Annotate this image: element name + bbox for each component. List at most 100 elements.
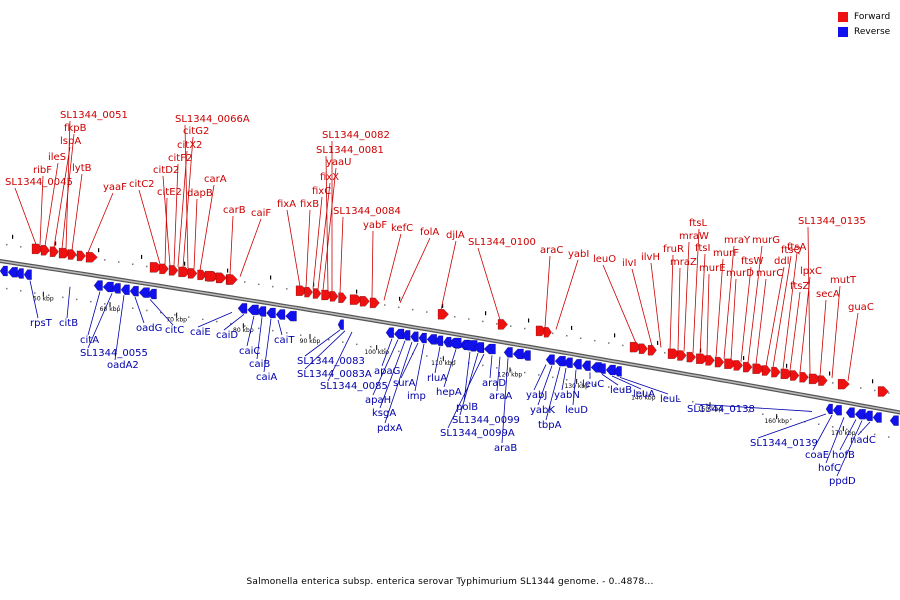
forward-gene-label: ftsW [741,256,763,267]
forward-label-leader [699,253,706,355]
reverse-label-leader [496,356,501,392]
forward-gene-label: ilvI [622,258,636,269]
forward-guide-dot [860,387,862,389]
marker-tick [743,356,745,361]
reverse-guide-dot [874,433,876,436]
reverse-gene-arrow [572,359,582,370]
reverse-guide-dot [104,303,106,305]
forward-label-leader [138,189,161,265]
reverse-guide-dot [160,311,162,314]
forward-gene-label: fruR [663,244,684,255]
forward-gene-arrow [338,292,347,303]
forward-gene-label: SL1344_0084 [333,206,401,217]
reverse-gene-arrow [563,357,573,368]
forward-gene-label: fixB [300,199,319,210]
forward-gene-label: ftsQ [781,245,801,256]
forward-label-leader [847,312,859,382]
reverse-guide-dot [636,391,638,393]
reverse-guide-dot [482,364,484,367]
forward-gene-label: fixX [320,172,339,183]
reverse-guide-dot [888,436,890,438]
forward-label-leader [723,245,735,359]
forward-label-leader [317,182,331,290]
forward-label-leader [669,254,674,350]
scale-tick [776,414,778,420]
forward-gene-label: yabF [363,220,387,231]
forward-label-leader [162,175,171,266]
reverse-gene-label: caiC [239,346,260,357]
reverse-gene-arrow [247,304,259,316]
reverse-gene-label: hepA [436,387,462,398]
reverse-gene-arrow [93,280,103,291]
forward-gene-label: citC2 [129,179,155,190]
reverse-gene-label: yabN [554,390,580,401]
forward-gene-arrow [808,373,822,385]
reverse-gene-label: araB [494,443,517,454]
marker-tick [98,248,100,253]
reverse-label-leader [533,364,547,391]
forward-label-leader [65,120,71,250]
reverse-label-leader [489,355,493,379]
forward-gene-arrow [733,360,744,371]
reverse-swatch [838,26,848,37]
reverse-guide-dot [384,348,386,350]
forward-gene-label: fixA [277,199,296,210]
reverse-gene-arrow [138,287,150,298]
forward-gene-arrow [204,270,219,282]
forward-gene-label: ribF [33,165,52,176]
reverse-label-leader [87,293,113,349]
reverse-gene-arrow [23,269,32,280]
reverse-gene-arrow [863,410,873,422]
reverse-gene-arrow [147,288,157,300]
forward-label-leader [229,215,234,276]
reverse-gene-label: surA [393,378,416,389]
forward-gene-label: folA [420,227,439,238]
reverse-gene-arrow [285,310,297,322]
forward-gene-label: fixC [312,186,331,197]
reverse-gene-arrow [237,303,248,314]
reverse-label-leader [277,319,283,336]
scale-tick-label: 80 kbp [233,327,254,334]
forward-gene-label: yaaF [103,182,127,193]
forward-guide-dot [580,337,582,339]
forward-label-leader [14,187,37,245]
forward-gene-label: dapB [187,188,213,199]
reverse-label-leader [256,317,263,360]
scale-tick [509,367,511,373]
forward-label-leader [740,266,752,362]
reverse-gene-label: SL1344_0085 [320,381,388,392]
forward-gene-arrow [31,243,44,255]
reverse-label-leader [29,280,39,319]
reverse-gene-label: caiE [190,327,211,338]
forward-gene-arrow [85,252,98,263]
reverse-gene-label: SL1344_0139 [750,438,818,449]
scale-tick [842,426,844,432]
forward-gene-label: mutT [830,275,857,286]
forward-label-leader [440,240,457,310]
reverse-guide-dot [594,383,596,386]
forward-gene-label: lytB [72,163,92,174]
marker-tick [614,333,616,338]
reverse-guide-dot [188,316,190,318]
reverse-gene-arrow [275,309,286,320]
reverse-guide-dot [608,386,610,388]
forward-label-leader [184,124,189,269]
reverse-guide-dot [692,401,694,403]
forward-guide-dot [118,261,120,263]
reverse-gene-label: hofC [818,463,841,474]
reverse-gene-label: leuB [610,385,632,396]
legend-label-reverse: Reverse [854,26,891,37]
reverse-label-leader [197,312,233,328]
reverse-gene-arrow [521,350,531,361]
scale-tick-label: 140 kbp [631,394,656,401]
reverse-gene-arrow [825,403,833,415]
reverse-gene-label: pdxA [377,423,403,434]
reverse-gene-arrow [597,363,606,374]
legend-label-forward: Forward [854,11,891,22]
forward-label-leader [772,255,792,368]
scale-tick [176,312,178,318]
marker-tick [399,296,401,301]
forward-gene-arrow [168,265,179,276]
reverse-gene-arrow [266,307,276,319]
forward-guide-dot [622,344,624,347]
